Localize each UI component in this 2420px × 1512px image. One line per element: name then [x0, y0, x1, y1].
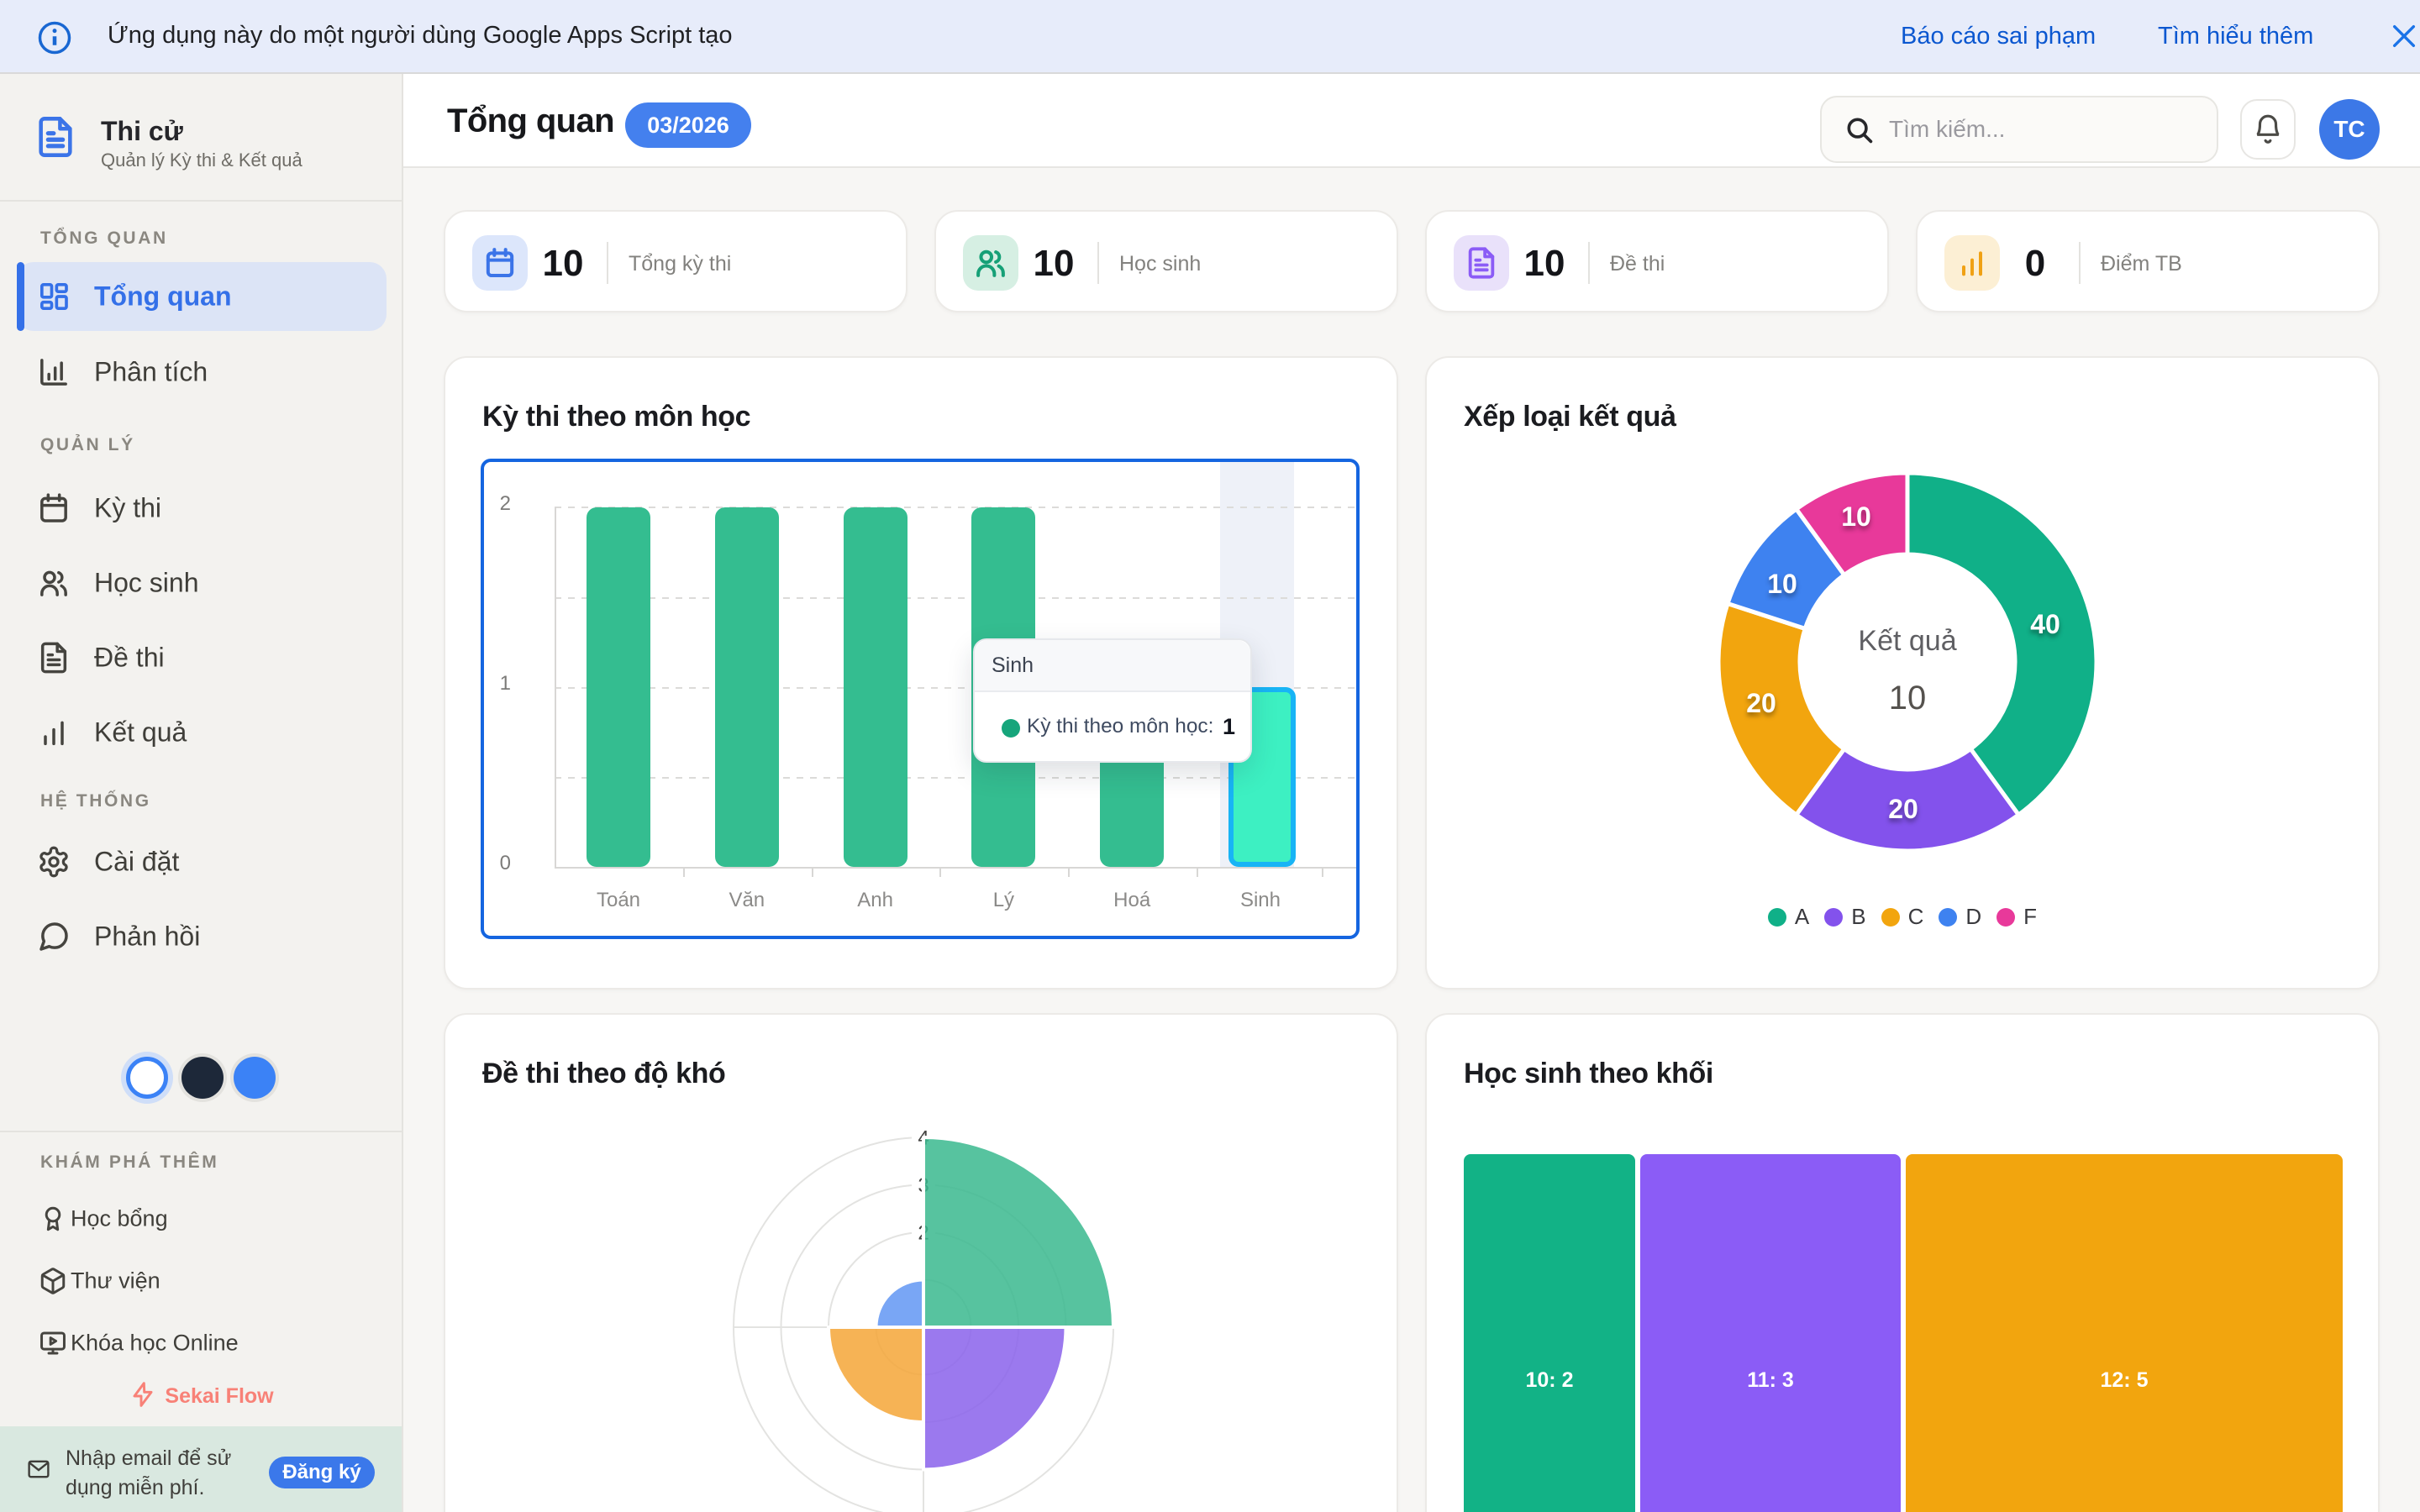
svg-text:10: 10: [1841, 501, 1871, 532]
svg-text:10: 10: [1889, 680, 1927, 717]
svg-text:10: 10: [1767, 569, 1797, 599]
svg-text:40: 40: [2030, 609, 2060, 639]
svg-text:20: 20: [1888, 794, 1918, 824]
svg-text:20: 20: [1746, 688, 1776, 718]
svg-text:Kết quả: Kết quả: [1858, 625, 1956, 657]
